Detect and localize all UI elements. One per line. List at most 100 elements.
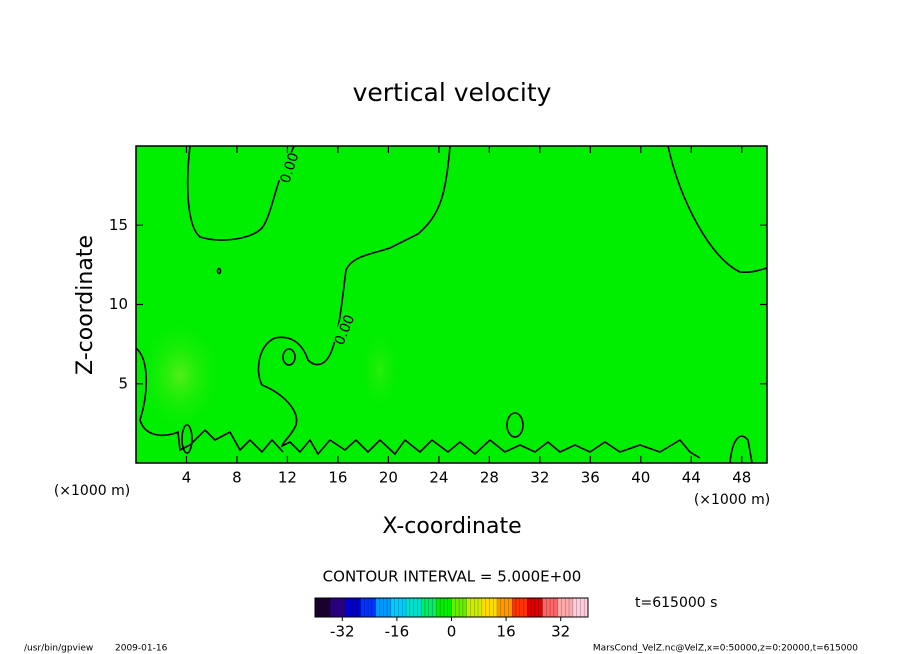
colorbar-cell — [428, 598, 433, 617]
colorbar-cell — [360, 598, 365, 617]
colorbar-cell — [508, 598, 513, 617]
x-tick-label: 28 — [480, 469, 499, 487]
x-tick-label: 48 — [732, 469, 751, 487]
footer-program: /usr/bin/gpview — [24, 644, 93, 654]
shade — [358, 325, 402, 415]
plot-area — [136, 146, 767, 463]
colorbar-cell — [497, 598, 502, 617]
colorbar-cell — [565, 598, 570, 617]
colorbar-cell — [394, 598, 399, 617]
contour-line — [729, 435, 753, 463]
chart-title: vertical velocity — [353, 78, 552, 107]
colorbar-tick-label: -16 — [385, 623, 410, 641]
colorbar-cell — [375, 598, 380, 617]
x-tick-label: 16 — [328, 469, 347, 487]
y-unit: (×1000 m) — [54, 483, 130, 499]
colorbar-cell — [455, 598, 460, 617]
colorbar-cell — [330, 598, 335, 617]
field — [136, 146, 767, 463]
colorbar-cell — [341, 598, 346, 617]
colorbar-cell — [527, 598, 532, 617]
y-axis-label: Z-coordinate — [73, 235, 98, 375]
colorbar-cell — [333, 598, 339, 617]
colorbar-cell — [337, 598, 342, 617]
colorbar-cell — [462, 598, 468, 617]
contour-loop — [181, 424, 193, 454]
colorbar-cell — [584, 598, 589, 617]
x-tick-label: 32 — [530, 469, 549, 487]
footer-date: 2009-01-16 — [115, 644, 168, 654]
contour-loop — [282, 348, 296, 366]
colorbar-cell — [470, 598, 475, 617]
colorbar-cell — [383, 598, 388, 617]
x-tick-label: 36 — [581, 469, 600, 487]
colorbar-cell — [519, 598, 524, 617]
colorbar-cell — [318, 598, 323, 617]
colorbar-cell — [356, 598, 361, 617]
colorbar-cell — [466, 598, 471, 617]
colorbar-cell — [512, 598, 517, 617]
shade — [136, 315, 225, 435]
colorbar-cell — [447, 598, 452, 617]
contour-loop — [506, 412, 524, 438]
colorbar-cell — [387, 598, 392, 617]
colorbar-cell — [557, 598, 562, 617]
x-tick-label: 12 — [278, 469, 297, 487]
colorbar-cell — [402, 598, 407, 617]
colorbar-cell — [485, 598, 490, 617]
colorbar-cell — [413, 598, 418, 617]
label-bg — [331, 313, 359, 347]
x-tick-label: 44 — [682, 469, 701, 487]
colorbar-cell — [406, 598, 411, 617]
colorbar-cell — [345, 598, 350, 617]
label-bg — [277, 151, 303, 185]
contour-line — [257, 146, 701, 459]
colorbar-cell — [569, 598, 574, 617]
colorbar-cell — [489, 598, 494, 617]
time-label: t=615000 s — [635, 595, 717, 611]
colorbar-cell — [561, 598, 566, 617]
colorbar-cell — [409, 598, 414, 617]
x-axis-label: X-coordinate — [382, 514, 521, 539]
colorbar-cell — [580, 598, 585, 617]
colorbar-cell — [481, 598, 487, 617]
colorbar-tick-label: 16 — [497, 623, 516, 641]
colorbar-cell — [459, 598, 464, 617]
colorbar-cell — [436, 598, 441, 617]
colorbar-cell — [523, 598, 528, 617]
colorbar-cell — [421, 598, 426, 617]
colorbar-cell — [515, 598, 521, 617]
contour-line — [667, 146, 767, 273]
x-unit: (×1000 m) — [694, 492, 770, 508]
contour-line — [186, 146, 295, 241]
contour-interval: CONTOUR INTERVAL = 5.000E+00 — [323, 568, 582, 586]
colorbar-cell — [550, 598, 555, 617]
y-tick-label: 5 — [118, 374, 128, 392]
colorbar-cell — [417, 598, 422, 617]
colorbar-cell — [504, 598, 509, 617]
colorbar-cell — [424, 598, 430, 617]
colorbar-cell — [443, 598, 449, 617]
contour-line — [136, 347, 284, 454]
colorbar-cell — [371, 598, 377, 617]
colorbar-tick-label: 32 — [551, 623, 570, 641]
colorbar-cell — [538, 598, 543, 617]
colorbar-cell — [553, 598, 559, 617]
colorbar-cell — [390, 598, 396, 617]
colorbar-cell — [546, 598, 551, 617]
colorbar-tick-label: -32 — [330, 623, 355, 641]
x-tick-label: 24 — [429, 469, 448, 487]
colorbar-cell — [379, 598, 384, 617]
colorbar: -32 -16 0 16 32 — [314, 597, 589, 641]
colorbar-cell — [398, 598, 403, 617]
colorbar-tick-label: 0 — [447, 623, 457, 641]
colorbar-cell — [572, 598, 578, 617]
colorbar-cell — [500, 598, 505, 617]
x-tick-label: 40 — [631, 469, 650, 487]
y-tick-label: 15 — [109, 216, 128, 234]
x-tick-label: 8 — [232, 469, 242, 487]
colorbar-cell — [368, 598, 373, 617]
x-tick-label: 20 — [379, 469, 398, 487]
footer-source: MarsCond_VelZ.nc@VelZ,x=0:50000,z=0:2000… — [593, 644, 858, 654]
